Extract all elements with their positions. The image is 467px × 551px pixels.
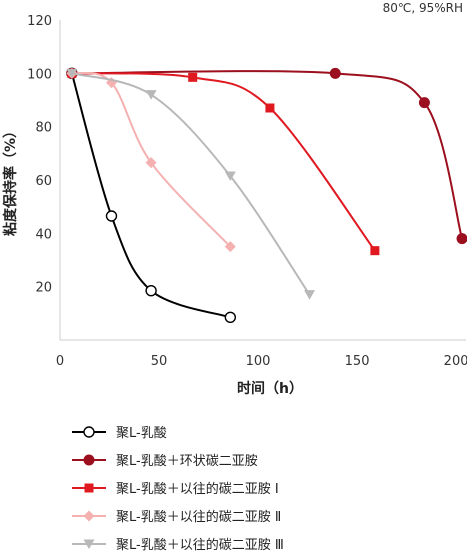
series-1-point <box>224 311 237 324</box>
legend-swatch-marker <box>83 426 95 438</box>
series-4-point <box>145 157 157 169</box>
series-5 <box>66 68 316 300</box>
x-tick-label: 100 <box>246 354 271 369</box>
y-tick-label: 40 <box>35 227 52 242</box>
series-2 <box>66 67 467 245</box>
series-1-line <box>70 73 231 319</box>
x-axis-title: 时间（h） <box>237 380 303 397</box>
legend-swatch-marker <box>84 483 94 493</box>
plot-area: 20 40 60 80 100 120 0 50 100 150 200 <box>27 14 467 369</box>
y-tick-label: 120 <box>27 14 52 29</box>
series-2-point <box>418 97 430 109</box>
series-3-point <box>370 246 380 256</box>
legend-label: 聚L-乳酸＋以往的碳二亚胺 Ⅲ <box>116 537 284 551</box>
legend-swatch-marker <box>83 454 95 466</box>
series-1 <box>66 67 237 324</box>
legend-swatch-marker <box>83 510 95 522</box>
series-group <box>66 67 467 324</box>
series-3-point <box>188 72 198 82</box>
series-2-point <box>329 67 341 79</box>
legend-label: 聚L-乳酸＋以往的碳二亚胺 Ⅱ <box>116 509 281 525</box>
legend-item: 聚L-乳酸＋以往的碳二亚胺 Ⅰ <box>72 481 279 497</box>
y-tick-label: 60 <box>35 174 52 189</box>
series-5-point <box>224 171 236 181</box>
legend-item: 聚L-乳酸＋以往的碳二亚胺 Ⅲ <box>72 537 284 551</box>
series-4-line <box>71 72 232 248</box>
x-tick-label: 50 <box>151 354 168 369</box>
series-5-line <box>71 72 311 296</box>
x-tick-label: 0 <box>56 354 64 369</box>
x-tick-label: 200 <box>444 354 467 369</box>
y-tick-label: 20 <box>35 281 52 296</box>
legend-item: 聚L-乳酸 <box>72 426 167 441</box>
series-5-point <box>66 68 78 79</box>
series-3-line <box>71 72 376 252</box>
legend-swatch-marker <box>83 539 95 549</box>
x-tick-label: 150 <box>345 354 370 369</box>
series-1-point <box>105 210 118 222</box>
series-5-point <box>145 90 157 100</box>
series-3-point <box>265 103 275 113</box>
series-3 <box>67 68 380 256</box>
y-tick-label: 80 <box>35 121 52 136</box>
y-axis-title: 粘度保持率（%） <box>2 124 19 236</box>
legend-label: 聚L-乳酸＋以往的碳二亚胺 Ⅰ <box>116 481 279 497</box>
series-1-point <box>145 284 157 297</box>
legend-label: 聚L-乳酸＋环状碳二亚胺 <box>116 454 258 469</box>
series-4-point <box>224 241 236 253</box>
series-5-point <box>304 290 316 300</box>
condition-annotation: 80℃, 95%RH <box>383 1 463 15</box>
legend-item: 聚L-乳酸＋以往的碳二亚胺 Ⅱ <box>72 509 281 525</box>
y-tick-labels: 20 40 60 80 100 120 <box>27 14 52 296</box>
legend-item: 聚L-乳酸＋环状碳二亚胺 <box>72 454 258 469</box>
series-2-line <box>71 70 464 239</box>
series-2-point <box>456 233 467 245</box>
y-tick-label: 100 <box>27 67 52 82</box>
x-tick-labels: 0 50 100 150 200 <box>56 354 467 369</box>
legend-label: 聚L-乳酸 <box>116 426 167 441</box>
